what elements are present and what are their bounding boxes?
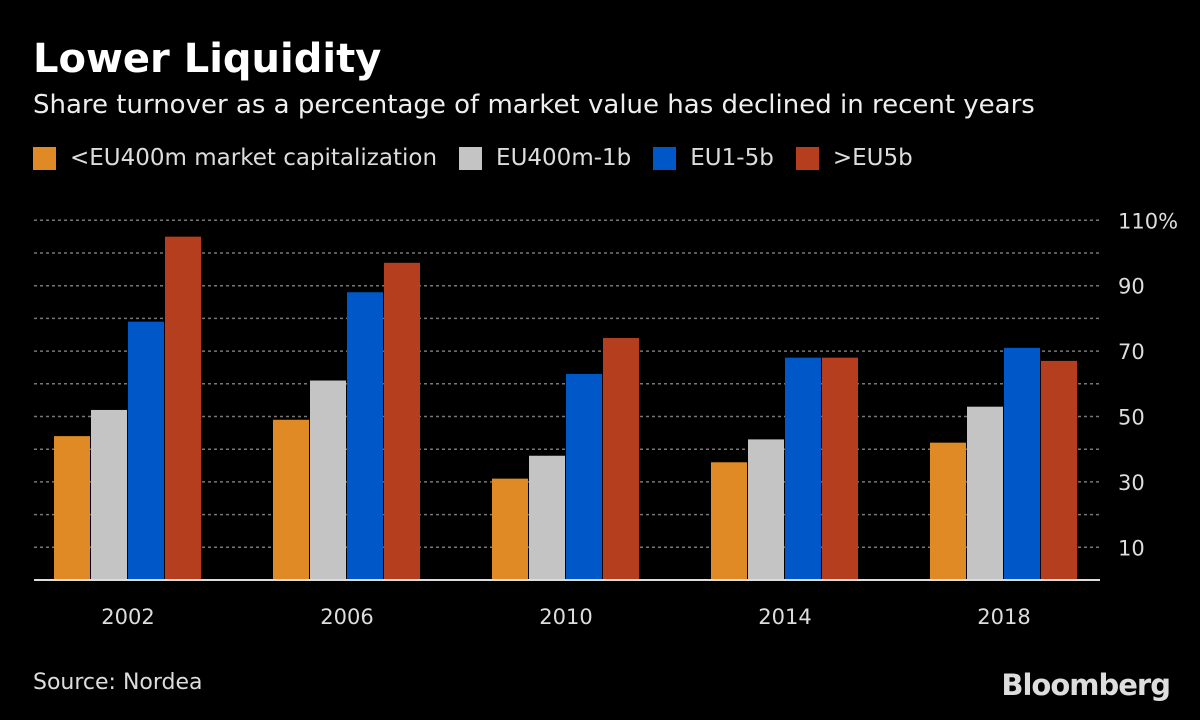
legend-label: <EU400m market capitalization	[70, 145, 438, 171]
legend-item: <EU400m market capitalization	[33, 145, 437, 171]
x-tick-label: 2010	[539, 605, 592, 629]
bar	[273, 419, 309, 580]
x-tick-label: 2018	[977, 605, 1030, 629]
bar	[967, 406, 1003, 580]
bar	[492, 478, 528, 580]
legend-swatch	[459, 146, 483, 170]
bar	[165, 236, 201, 580]
legend: <EU400m market capitalization EU400m-1b EU…	[33, 145, 935, 171]
legend-swatch	[653, 146, 677, 170]
bar	[384, 262, 420, 580]
legend-label: >EU5b	[832, 145, 913, 171]
bar	[128, 321, 164, 580]
y-tick-label: 30	[1118, 471, 1145, 495]
legend-item: EU1-5b	[653, 145, 774, 171]
bar	[529, 455, 565, 580]
chart-title: Lower Liquidity	[33, 36, 382, 82]
bar	[347, 292, 383, 580]
bar	[603, 338, 639, 580]
bar	[822, 357, 858, 580]
bar	[930, 442, 966, 580]
y-tick-label: 70	[1118, 340, 1145, 364]
legend-item: >EU5b	[795, 145, 913, 171]
bar	[785, 357, 821, 580]
bar	[748, 439, 784, 580]
bar	[566, 373, 602, 580]
y-tick-label: 10	[1118, 536, 1145, 560]
bloomberg-logo: Bloomberg	[1001, 668, 1171, 702]
y-tick-label: 110%	[1118, 209, 1178, 233]
bar	[1004, 347, 1040, 580]
source-note: Source: Nordea	[33, 670, 203, 695]
bar	[54, 436, 90, 580]
bar	[711, 462, 747, 580]
legend-swatch	[795, 146, 819, 170]
legend-item: EU400m-1b	[459, 145, 631, 171]
bar	[310, 380, 346, 580]
y-tick-label: 90	[1118, 275, 1145, 299]
x-tick-label: 2002	[101, 605, 154, 629]
x-tick-label: 2014	[758, 605, 811, 629]
legend-swatch	[33, 146, 56, 170]
x-tick-label: 2006	[320, 605, 373, 629]
legend-label: EU1-5b	[690, 145, 774, 171]
legend-label: EU400m-1b	[496, 145, 632, 171]
y-tick-label: 50	[1118, 406, 1145, 430]
chart-subtitle: Share turnover as a percentage of market…	[33, 90, 1035, 120]
bar	[91, 409, 127, 580]
bar	[1041, 360, 1077, 580]
